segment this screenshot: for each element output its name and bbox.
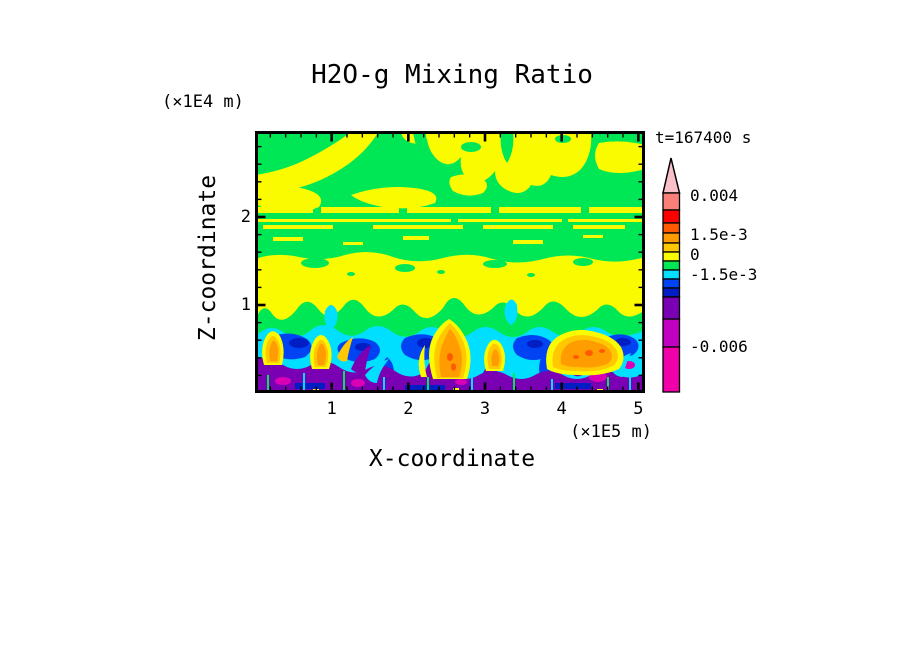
colorbar-arrow-tip: [662, 157, 681, 194]
colorbar-body: [662, 157, 681, 393]
contour-region-yellow: [255, 219, 645, 222]
contour-region-amber: [337, 337, 353, 362]
y-axis-title: Z-coordinate: [195, 174, 221, 342]
colorbar-segment-red: [662, 209, 681, 224]
contour-region-green: [555, 135, 571, 143]
contour-region-green: [461, 142, 481, 152]
plot-frame-and-ticks: [255, 131, 645, 393]
colorbar-segment-yellow: [662, 251, 681, 262]
contour-region-cyan: [303, 371, 631, 393]
z-tick-label-2: 2: [240, 207, 251, 227]
contour-region-yellow: [449, 174, 487, 196]
chart-title: H2O-g Mixing Ratio: [311, 60, 593, 90]
contour-region-darkblue: [289, 338, 631, 351]
colorbar-segment-orange: [662, 232, 681, 244]
colorbar-segment-blue: [662, 278, 681, 289]
contour-region-orangered: [573, 349, 605, 359]
contour-region-orange: [491, 349, 500, 366]
contour-region-yellow: [595, 141, 645, 173]
contour-region-green: [347, 270, 535, 277]
x-tick-label-2: 2: [403, 399, 414, 419]
y-axis-unit-label: (×1E4 m): [162, 92, 244, 112]
contour-region-yellow: [255, 185, 322, 213]
contour-field: [255, 131, 645, 393]
contour-region-orange: [439, 329, 462, 377]
contour-region-orangered: [447, 353, 456, 371]
colorbar-label--0.006: -0.006: [690, 337, 748, 356]
colorbar-segment-magpurple: [662, 318, 681, 348]
colorbar-segment-amber: [662, 242, 681, 253]
contour-region-yellow: [351, 187, 437, 209]
colorbar-segment-salmon: [662, 192, 681, 211]
x-tick-label-5: 5: [633, 399, 644, 419]
colorbar-segment-orangered: [662, 222, 681, 234]
plot-frame: [255, 131, 645, 393]
colorbar-segment-darkblue: [662, 287, 681, 298]
x-tick-label-3: 3: [479, 399, 491, 419]
colorbar-label-1.5e-3: 1.5e-3: [690, 225, 748, 244]
x-tick-label-4: 4: [556, 399, 567, 419]
contour-region-yellow: [255, 131, 379, 192]
contour-region-yellow: [255, 207, 645, 213]
x-axis-title: X-coordinate: [368, 446, 536, 472]
colorbar-segment-purple: [662, 296, 681, 320]
x-tick-label-1: 1: [326, 399, 337, 419]
colorbar-label-0: 0: [690, 245, 700, 264]
contour-region-orange: [269, 340, 279, 361]
colorbar-segment-pinkmag: [662, 346, 681, 393]
colorbar: [662, 157, 681, 393]
contour-region-yellow: [401, 131, 592, 193]
colorbar-segment-cyan: [662, 269, 681, 280]
contour-region-darkblue: [295, 383, 591, 390]
contour-plot: [255, 131, 645, 393]
contour-region-green: [500, 131, 514, 163]
colorbar-label--1.5e-3: -1.5e-3: [690, 265, 758, 284]
colorbar-label-0.004: 0.004: [690, 186, 739, 205]
contour-region-yellow: [273, 235, 603, 245]
contour-region-yellow: [263, 225, 625, 229]
time-annotation: t=167400 s: [655, 128, 752, 147]
contour-region-orange: [316, 343, 326, 365]
z-tick-label-1: 1: [240, 295, 251, 315]
x-axis-unit-label: (×1E5 m): [570, 422, 652, 442]
colorbar-segment-green: [662, 260, 681, 271]
